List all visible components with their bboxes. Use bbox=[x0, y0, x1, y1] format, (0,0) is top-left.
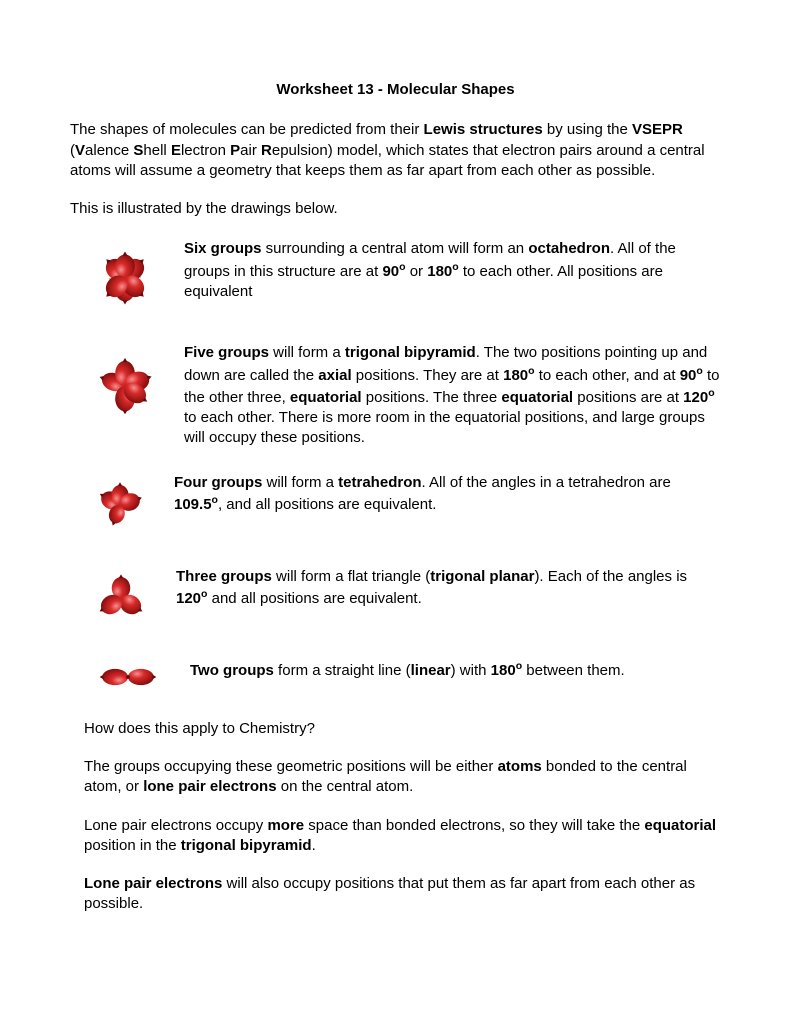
four-groups-text: Four groups will form a tetrahedron. All… bbox=[174, 471, 721, 516]
question-line: How does this apply to Chemistry? bbox=[84, 719, 721, 739]
tetrahedron-diagram bbox=[84, 471, 156, 543]
octahedron-diagram bbox=[84, 237, 166, 319]
linear-diagram bbox=[84, 657, 172, 697]
three-groups-text: Three groups will form a flat triangle (… bbox=[176, 565, 721, 610]
lonepair-paragraph-1: Lone pair electrons occupy more space th… bbox=[84, 816, 721, 857]
shape-row-five: Five groups will form a trigonal bipyram… bbox=[84, 341, 721, 448]
lonepair-paragraph-2: Lone pair electrons will also occupy pos… bbox=[84, 874, 721, 915]
shape-row-six: Six groups surrounding a central atom wi… bbox=[84, 237, 721, 319]
two-groups-text: Two groups form a straight line (linear)… bbox=[190, 657, 721, 681]
illustrated-line: This is illustrated by the drawings belo… bbox=[70, 199, 721, 219]
page-title: Worksheet 13 - Molecular Shapes bbox=[70, 80, 721, 100]
shape-row-three: Three groups will form a flat triangle (… bbox=[84, 565, 721, 635]
five-groups-text: Five groups will form a trigonal bipyram… bbox=[184, 341, 721, 448]
groups-paragraph: The groups occupying these geometric pos… bbox=[84, 757, 721, 798]
trigonal-planar-diagram bbox=[84, 565, 158, 635]
trigonal-bipyramid-diagram bbox=[84, 341, 166, 431]
six-groups-text: Six groups surrounding a central atom wi… bbox=[184, 237, 721, 302]
intro-paragraph: The shapes of molecules can be predicted… bbox=[70, 120, 721, 181]
shape-row-two: Two groups form a straight line (linear)… bbox=[84, 657, 721, 697]
shape-row-four: Four groups will form a tetrahedron. All… bbox=[84, 471, 721, 543]
